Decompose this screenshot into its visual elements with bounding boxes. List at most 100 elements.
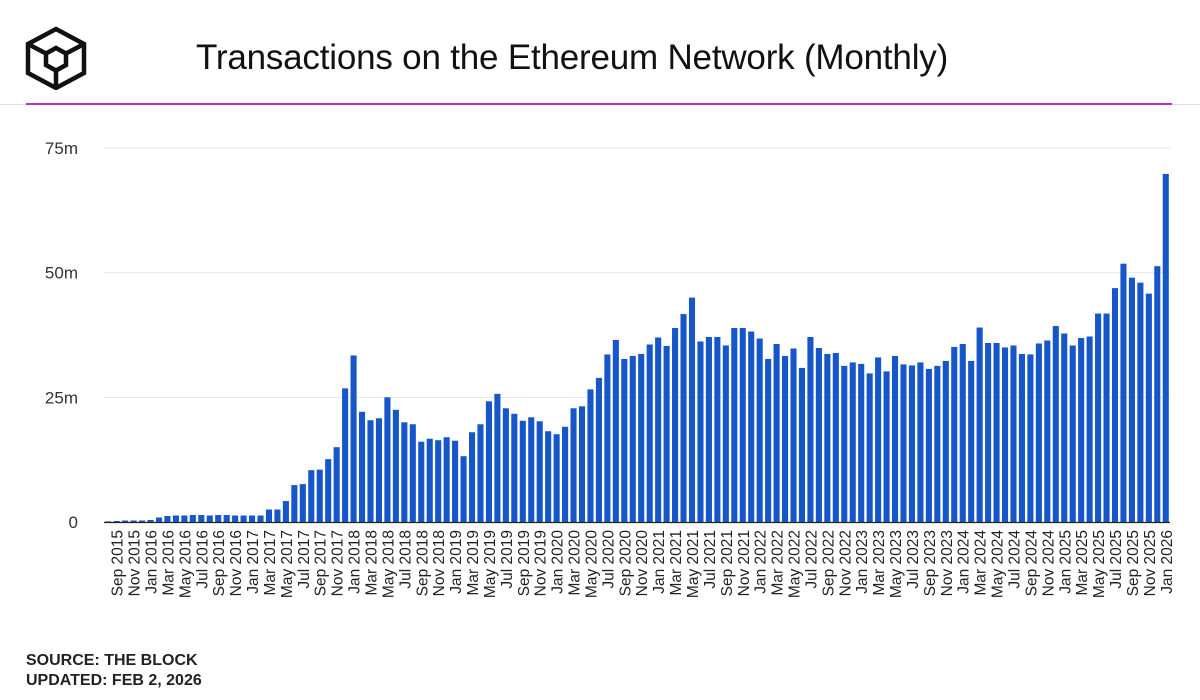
x-tick-label: Sep 2019 (516, 530, 533, 596)
bar (883, 371, 890, 522)
y-tick-label: 0 (69, 513, 78, 532)
x-tick-label: May 2020 (583, 530, 600, 598)
bar (536, 421, 543, 522)
x-tick-label: Nov 2020 (634, 530, 651, 597)
x-tick-label: Nov 2015 (127, 530, 144, 596)
bar (680, 314, 687, 522)
y-axis-tick-labels: 0 25m 50m 75m (45, 139, 78, 532)
x-tick-label: Jan 2019 (448, 530, 465, 594)
bar (629, 355, 636, 522)
bar (1137, 282, 1144, 522)
bar (1052, 326, 1059, 522)
bar (1044, 340, 1051, 522)
bar (612, 339, 619, 522)
bar (164, 516, 171, 522)
x-axis-tick-labels: Sep 2015 Nov 2015 Jan 2016 Mar 2016 May 2016… (110, 530, 1176, 598)
bar (426, 438, 433, 522)
x-tick-label: Jan 2022 (753, 530, 770, 594)
chart-bars (105, 173, 1169, 522)
bar (993, 342, 1000, 522)
x-tick-label: Nov 2021 (736, 530, 753, 596)
bar (545, 431, 552, 522)
bar (511, 413, 518, 522)
bar (367, 420, 374, 522)
x-tick-label: Mar 2022 (770, 530, 787, 595)
bar (951, 346, 958, 522)
chart-header: Transactions on the Ethereum Network (Mo… (0, 0, 1200, 106)
bar (139, 520, 146, 522)
bar (815, 347, 822, 522)
x-tick-label: Mar 2019 (465, 530, 482, 595)
bar (1010, 345, 1017, 522)
bar (1128, 277, 1135, 522)
x-tick-label: Mar 2016 (160, 530, 177, 595)
bar (731, 328, 738, 522)
updated-note: UPDATED: FEB 2, 2026 (26, 672, 202, 689)
bar (392, 409, 399, 522)
bar (240, 515, 247, 522)
x-tick-label: Sep 2021 (719, 530, 736, 596)
bar (782, 355, 789, 522)
y-tick-label: 50m (45, 264, 78, 283)
bar (959, 343, 966, 522)
bar (849, 362, 856, 522)
bar (672, 328, 679, 522)
x-tick-label: Mar 2018 (364, 530, 381, 595)
bar (638, 353, 645, 522)
x-tick-label: May 2016 (177, 530, 194, 598)
x-tick-label: Sep 2015 (110, 530, 127, 596)
bar (1035, 343, 1042, 522)
bar (917, 362, 924, 522)
x-tick-label: Mar 2024 (973, 530, 990, 596)
bar (147, 520, 154, 522)
x-tick-label: May 2018 (380, 530, 397, 598)
bar (900, 364, 907, 522)
bar (942, 360, 949, 522)
bar (570, 408, 577, 522)
bar (604, 354, 611, 522)
bar (688, 297, 696, 522)
bar (621, 358, 628, 522)
bar (274, 509, 281, 522)
bar (485, 401, 492, 522)
bar (908, 365, 915, 522)
x-tick-label: Jan 2024 (956, 530, 973, 594)
x-tick-label: Jul 2023 (905, 530, 922, 589)
bar (773, 343, 780, 522)
bar (1078, 337, 1085, 522)
x-tick-label: Mar 2025 (1074, 530, 1091, 595)
x-tick-label: Mar 2020 (567, 530, 584, 596)
bar (468, 432, 476, 522)
bar (1095, 313, 1102, 522)
x-tick-label: Sep 2025 (1125, 530, 1142, 596)
x-tick-label: Jul 2019 (499, 530, 516, 589)
bar (232, 515, 239, 522)
header-accent-line (26, 103, 1172, 105)
bar (409, 424, 416, 522)
x-tick-label: Mar 2023 (871, 530, 888, 595)
bar (1145, 293, 1152, 522)
the-block-cube-logo-icon (25, 26, 87, 90)
bar (206, 515, 213, 522)
bar (155, 517, 163, 522)
bar (282, 501, 289, 522)
bar (350, 355, 357, 522)
x-tick-label: Jul 2022 (803, 530, 820, 589)
bar (832, 352, 839, 522)
bar (1120, 263, 1127, 522)
x-tick-label: Jan 2025 (1057, 530, 1074, 594)
bar (257, 515, 264, 522)
x-tick-label: Jul 2025 (1108, 530, 1125, 589)
chart-gridlines (104, 147, 1170, 398)
bar (215, 515, 222, 522)
x-tick-label: Jan 2021 (651, 530, 668, 594)
x-tick-label: Mar 2017 (262, 530, 279, 595)
x-tick-label: Jan 2018 (347, 530, 364, 594)
y-tick-label: 25m (45, 388, 78, 407)
bar (1154, 266, 1161, 522)
bar (714, 336, 721, 522)
x-tick-label: Sep 2024 (1023, 530, 1040, 597)
bar (1018, 353, 1025, 522)
bar (452, 440, 459, 522)
bar (375, 418, 382, 522)
